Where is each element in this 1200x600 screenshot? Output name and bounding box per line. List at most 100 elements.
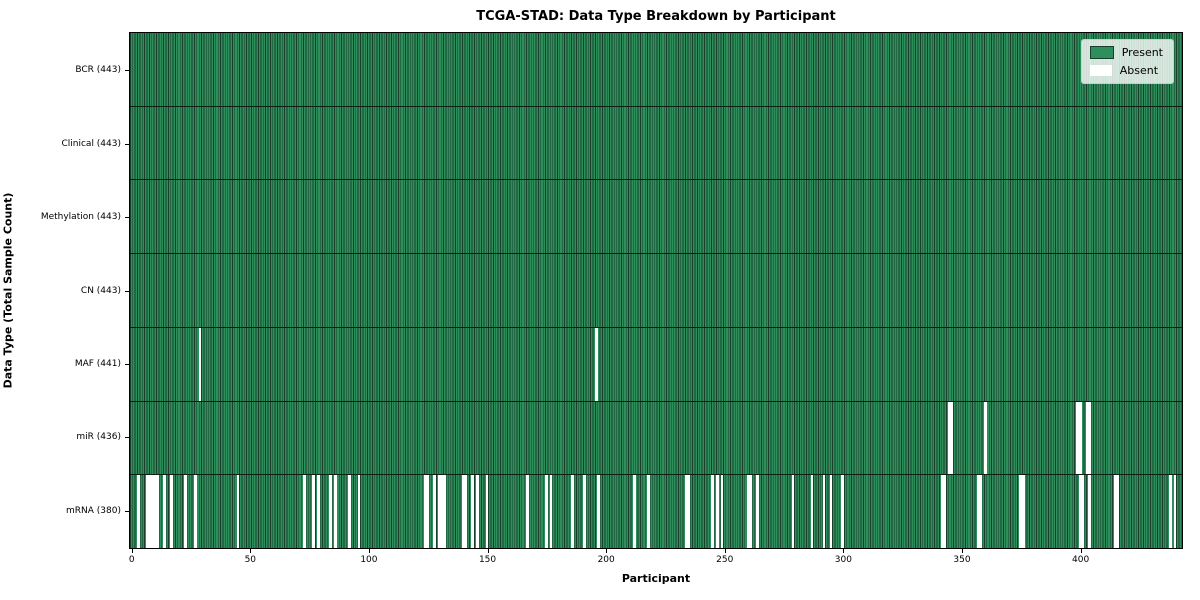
absent-mark	[471, 475, 475, 549]
x-tick-label-250: 250	[716, 555, 734, 565]
absent-mark	[594, 327, 598, 401]
absent-mark	[810, 475, 814, 549]
absent-mark	[715, 475, 719, 549]
absent-mark	[684, 475, 688, 549]
absent-mark	[544, 475, 548, 549]
absent-mark	[711, 475, 714, 549]
x-tick-mark	[843, 549, 845, 553]
absent-mark	[1168, 475, 1172, 549]
heatmap-row-Clinical	[130, 106, 1182, 181]
absent-mark	[485, 475, 489, 549]
heatmap-row-mRNA	[130, 475, 1182, 549]
absent-mark	[950, 401, 954, 475]
x-tick-mark	[724, 549, 726, 553]
chart-title: TCGA-STAD: Data Type Breakdown by Partic…	[476, 9, 836, 24]
absent-mark	[464, 475, 468, 549]
absent-mark	[1076, 401, 1080, 475]
y-tick-label-Methylation: Methylation (443)	[40, 212, 121, 223]
absent-mark	[136, 475, 140, 549]
absent-mark	[1085, 401, 1089, 475]
absent-mark	[525, 475, 529, 549]
absent-mark	[1088, 475, 1091, 549]
absent-mark	[440, 475, 444, 549]
y-tick-mark	[124, 290, 129, 292]
legend-label-present: Present	[1121, 46, 1163, 59]
absent-mark	[822, 475, 826, 549]
absent-mark	[236, 475, 240, 549]
absent-mark	[791, 475, 795, 549]
absent-mark	[151, 475, 154, 549]
x-tick-mark	[250, 549, 252, 553]
heatmap-row-BCR	[130, 33, 1182, 107]
x-tick-mark	[368, 549, 370, 553]
legend-item-absent: Absent	[1089, 64, 1163, 77]
legend-label-absent: Absent	[1119, 64, 1159, 77]
absent-mark	[1114, 475, 1118, 549]
y-tick-label-CN: CN (443)	[80, 285, 121, 296]
absent-mark	[941, 475, 944, 549]
absent-mark	[829, 475, 833, 549]
x-tick-mark	[1080, 549, 1082, 553]
heatmap-row-miR	[130, 401, 1182, 476]
present-swatch-icon	[1089, 46, 1114, 59]
x-tick-label-200: 200	[597, 555, 615, 565]
absent-mark	[1019, 475, 1023, 549]
absent-mark	[357, 475, 361, 549]
absent-mark	[720, 475, 724, 549]
absent-mark	[1173, 475, 1177, 549]
absent-mark	[1116, 475, 1120, 549]
y-tick-label-mRNA: mRNA (380)	[66, 505, 121, 516]
x-tick-mark	[606, 549, 608, 553]
absent-mark	[1088, 401, 1091, 475]
y-tick-label-BCR: BCR (443)	[75, 65, 121, 76]
absent-mark	[979, 475, 982, 549]
absent-mark	[632, 475, 636, 549]
absent-mark	[756, 475, 759, 549]
legend-item-present: Present	[1089, 46, 1163, 59]
absent-mark	[1078, 475, 1082, 549]
absent-mark	[687, 475, 691, 549]
absent-mark	[146, 475, 150, 549]
y-tick-label-MAF: MAF (441)	[74, 358, 121, 369]
absent-mark	[426, 475, 430, 549]
absent-mark	[748, 475, 752, 549]
x-tick-label-400: 400	[1072, 555, 1090, 565]
absent-mark	[582, 475, 586, 549]
y-tick-label-miR: miR (436)	[76, 432, 121, 443]
y-tick-mark	[124, 437, 129, 439]
absent-mark	[433, 475, 437, 549]
y-tick-mark	[124, 363, 129, 365]
y-tick-mark	[124, 70, 129, 72]
y-tick-mark	[124, 217, 129, 219]
x-tick-mark	[131, 549, 133, 553]
y-axis-tick-labels: BCR (443) Clinical (443) Methylation (443)…	[0, 32, 121, 549]
x-tick-mark	[962, 549, 963, 553]
absent-mark	[317, 475, 320, 549]
absent-mark	[184, 475, 188, 549]
absent-mark	[597, 475, 600, 549]
absent-mark	[976, 475, 980, 549]
x-tick-label-150: 150	[478, 555, 497, 565]
absent-mark	[193, 475, 197, 549]
absent-mark	[746, 475, 750, 549]
absent-mark	[841, 475, 845, 549]
absent-mark	[948, 401, 952, 475]
absent-mark	[163, 475, 166, 549]
absent-mark	[1081, 475, 1084, 549]
absent-mark	[348, 475, 351, 549]
absent-mark	[302, 475, 306, 549]
absent-mark	[549, 475, 553, 549]
absent-mark	[476, 475, 479, 549]
absent-mark	[155, 475, 159, 549]
absent-mark	[461, 475, 465, 549]
x-tick-label-350: 350	[953, 555, 971, 565]
absent-mark	[442, 475, 446, 549]
absent-mark	[943, 475, 947, 549]
absent-mark	[312, 475, 316, 549]
absent-mark	[153, 475, 157, 549]
x-tick-label-100: 100	[360, 555, 378, 565]
absent-mark	[1078, 401, 1082, 475]
absent-mark	[571, 475, 574, 549]
legend: Present Absent	[1080, 39, 1174, 84]
absent-swatch-icon	[1089, 65, 1112, 76]
